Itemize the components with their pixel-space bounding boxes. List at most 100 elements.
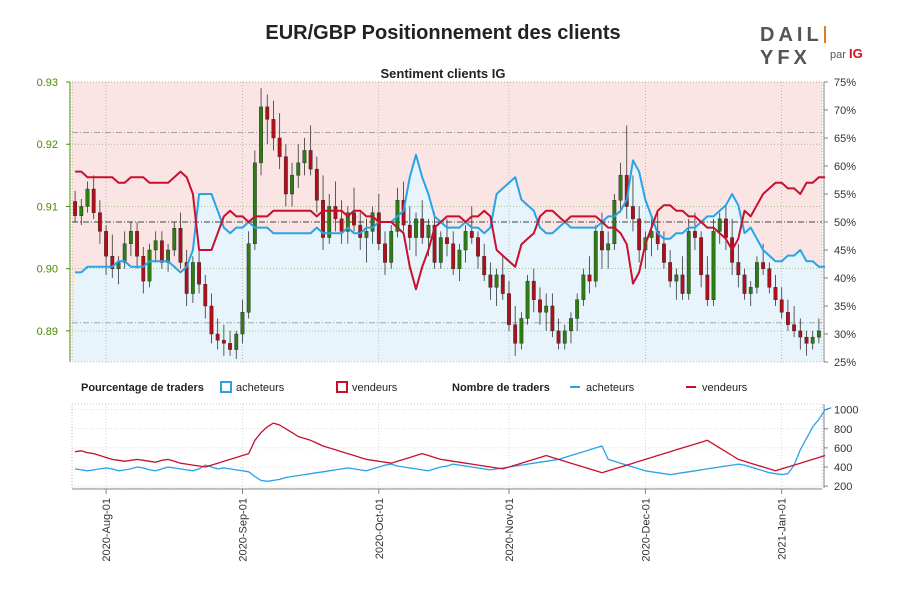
candle-body (252, 162, 257, 244)
candle-body (302, 150, 307, 164)
candle-body (779, 299, 784, 313)
candle-body (816, 330, 821, 338)
candle-body (228, 343, 232, 350)
right-tick-label: 30% (834, 329, 856, 341)
candle-body (631, 206, 635, 220)
candle-body (420, 218, 425, 238)
brand-name: DAILYFX (760, 24, 870, 70)
candle-body (482, 256, 487, 276)
candle-body (531, 280, 536, 300)
count-tick-label: 200 (834, 481, 852, 493)
legend-buyers-box (220, 381, 232, 393)
page-title: EUR/GBP Positionnement des clients (265, 22, 621, 44)
candle-body (296, 162, 301, 176)
price-frame (71, 81, 823, 363)
candle-body (389, 231, 394, 263)
count-tick-label: 600 (834, 443, 852, 455)
candle-body (525, 280, 530, 319)
candle-body (445, 237, 449, 244)
candle-body (159, 240, 164, 263)
buyers-count-line (74, 407, 832, 482)
legend-count-label: Nombre de traders (452, 382, 550, 394)
candle-body (637, 218, 642, 251)
candle-body (172, 228, 177, 251)
candle-body (240, 312, 245, 335)
candle-body (569, 318, 573, 332)
count-tick-label: 800 (834, 424, 852, 436)
candle-body (810, 336, 815, 344)
candle-body (85, 188, 90, 207)
candle-body (128, 231, 133, 244)
candle-body (606, 243, 611, 251)
candle-body (792, 324, 797, 332)
chart-subtitle: Sentiment clients IG (381, 66, 506, 81)
candle-body (463, 231, 468, 251)
candle-body (283, 156, 288, 195)
candle-body (73, 201, 78, 216)
legend-pct-label: Pourcentage de traders (81, 382, 204, 394)
candle-body (581, 274, 586, 300)
candle-body (544, 305, 549, 313)
candle-body (705, 274, 710, 300)
candle-body (259, 106, 263, 164)
right-tick-label: 60% (834, 161, 856, 173)
count-tick-label: 400 (834, 462, 852, 474)
candle-body (147, 249, 152, 282)
candle-body (513, 324, 518, 344)
candle-body (153, 240, 158, 251)
candle-body (662, 243, 666, 263)
candle-body (308, 150, 313, 170)
candle-body (600, 231, 604, 251)
candle-body (215, 333, 220, 341)
candle-body (575, 299, 580, 319)
legend-sellers-label: vendeurs (352, 382, 398, 394)
candle-body (451, 243, 456, 269)
candle-body (587, 274, 592, 282)
candle-body (97, 212, 102, 232)
candle-body (488, 274, 493, 288)
candle-body (742, 274, 747, 294)
candle-body (345, 212, 350, 232)
candle-body (562, 330, 567, 344)
candle-body (686, 231, 691, 294)
candle-body (290, 175, 294, 195)
candle-body (209, 305, 214, 335)
candle-body (91, 188, 96, 213)
legend-count-buyers-label: acheteurs (586, 382, 635, 394)
candle-body (407, 224, 412, 238)
candle-body (141, 256, 146, 282)
candle-body (519, 318, 524, 344)
candle-body (736, 262, 741, 276)
candle-body (333, 206, 338, 220)
candle-body (184, 262, 189, 294)
right-tick-label: 75% (834, 77, 856, 89)
candle-body (500, 274, 505, 294)
candle-body (234, 333, 239, 350)
candle-body (265, 106, 270, 120)
candle-body (426, 224, 431, 238)
candle-body (190, 262, 195, 294)
candle-body (314, 168, 319, 201)
candle-body (79, 206, 84, 216)
candle-body (748, 287, 753, 294)
left-tick-label: 0.90 (37, 264, 58, 276)
left-tick-label: 0.89 (37, 326, 58, 338)
left-tick-label: 0.92 (37, 139, 58, 151)
candle-body (321, 200, 325, 238)
candle-body (680, 274, 685, 294)
candle-body (773, 287, 778, 300)
candle-body (767, 268, 772, 288)
left-tick-label: 0.91 (37, 201, 58, 213)
candle-body (277, 137, 282, 157)
candle-body (674, 274, 679, 282)
left-tick-label: 0.93 (37, 77, 58, 89)
candle-body (556, 330, 561, 344)
candle-body (711, 231, 716, 300)
candle-body (457, 249, 462, 269)
sellers-pct-line (75, 170, 826, 291)
candle-body (761, 262, 766, 269)
right-tick-label: 55% (834, 189, 856, 201)
x-tick-label: 2020-Nov-01 (504, 498, 516, 562)
candle-body (494, 274, 499, 288)
